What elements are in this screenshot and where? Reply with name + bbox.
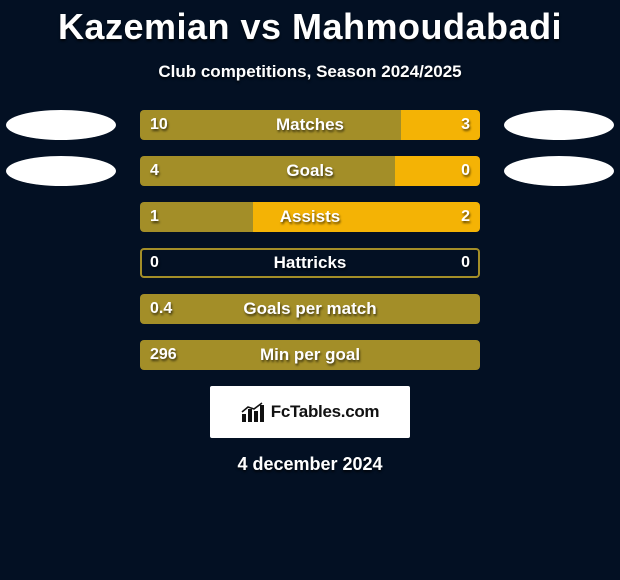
page-title: Kazemian vs Mahmoudabadi	[0, 0, 620, 48]
bar-track	[140, 202, 480, 232]
subtitle: Club competitions, Season 2024/2025	[0, 62, 620, 82]
stat-row: Goals40	[0, 156, 620, 186]
stat-rows: Matches103 Goals40 Assists12 Hattricks00 Goa…	[0, 110, 620, 370]
stat-row: Min per goal296	[0, 340, 620, 370]
bar-right	[253, 202, 480, 232]
bar-track	[140, 156, 480, 186]
stat-row: Hattricks00	[0, 248, 620, 278]
stat-row: Matches103	[0, 110, 620, 140]
bar-track	[140, 110, 480, 140]
bar-left	[140, 110, 401, 140]
avatar-left	[6, 156, 116, 186]
brand-chart-icon	[241, 402, 265, 422]
bar-left	[140, 294, 480, 324]
brand-badge: FcTables.com	[210, 386, 410, 438]
bar-track	[140, 340, 480, 370]
bar-left	[140, 340, 480, 370]
brand-text: FcTables.com	[271, 402, 380, 422]
bar-left	[140, 156, 395, 186]
bar-track	[140, 294, 480, 324]
stat-row: Goals per match0.4	[0, 294, 620, 324]
avatar-right	[504, 156, 614, 186]
bar-track	[140, 248, 480, 278]
avatar-left	[6, 110, 116, 140]
stat-row: Assists12	[0, 202, 620, 232]
avatar-right	[504, 110, 614, 140]
bar-right	[401, 110, 480, 140]
bar-left	[140, 202, 253, 232]
date-text: 4 december 2024	[0, 454, 620, 475]
bar-right	[395, 156, 480, 186]
